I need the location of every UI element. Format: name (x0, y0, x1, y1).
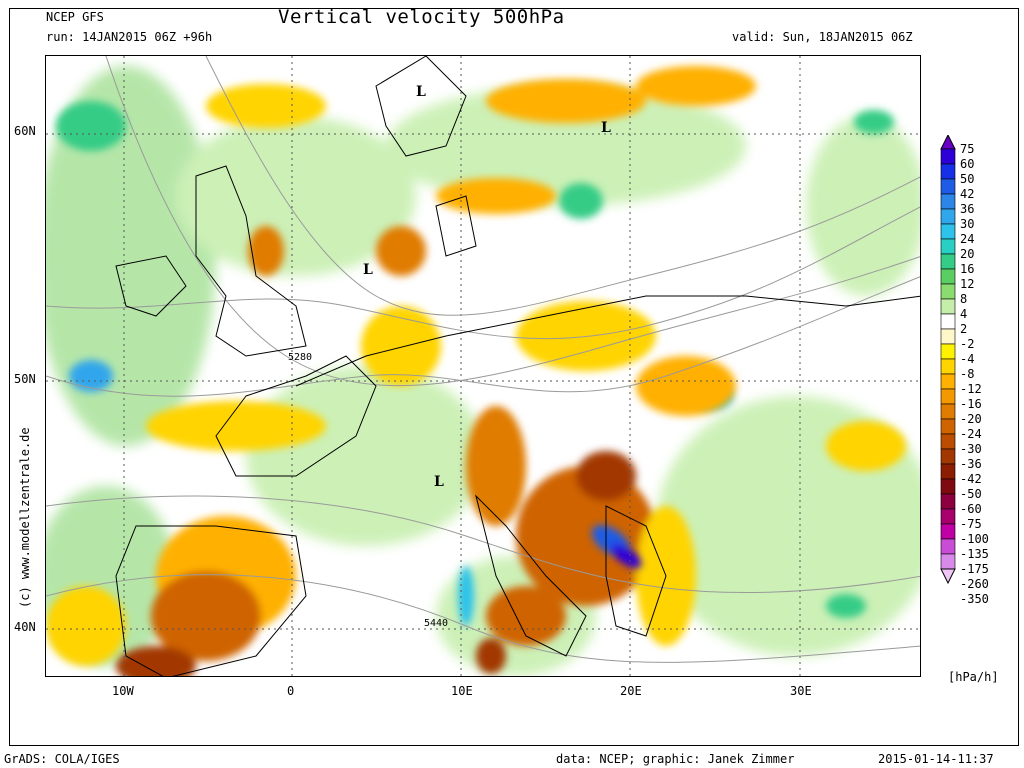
legend-arrow-bottom (940, 568, 956, 585)
chart-frame (9, 8, 1019, 746)
legend-value: -42 (960, 472, 982, 486)
legend-value: -135 (960, 547, 989, 561)
contour-label: 5280 (288, 352, 312, 363)
legend-swatch (940, 178, 956, 195)
legend-swatch (940, 313, 956, 330)
legend-swatch (940, 448, 956, 465)
legend-swatch (940, 148, 956, 165)
legend-swatch (940, 328, 956, 345)
legend-swatch (940, 538, 956, 555)
legend-swatch (940, 208, 956, 225)
legend-value: -30 (960, 442, 982, 456)
legend-arrow-top (940, 135, 956, 150)
lat-tick: 60N (14, 124, 36, 138)
legend-swatch (940, 508, 956, 525)
side-credit: (c) www.modellzentrale.de (18, 427, 32, 608)
legend-value: -24 (960, 427, 982, 441)
legend-value: -175 (960, 562, 989, 576)
legend-value: 30 (960, 217, 975, 231)
legend-value: 8 (960, 292, 968, 306)
lon-tick: 30E (790, 684, 812, 698)
legend-value: -260 (960, 577, 989, 591)
legend-unit: [hPa/h] (948, 670, 999, 684)
legend-value: 20 (960, 247, 975, 261)
legend-value: 4 (960, 307, 968, 321)
legend-swatch (940, 388, 956, 405)
legend-swatch (940, 253, 956, 270)
legend-swatch (940, 343, 956, 360)
legend-swatch (940, 523, 956, 540)
legend-value: -8 (960, 367, 975, 381)
contour-label: 5440 (424, 618, 448, 629)
legend-value: -75 (960, 517, 982, 531)
legend-swatch (940, 223, 956, 240)
legend-value: -16 (960, 397, 982, 411)
legend-swatch (940, 463, 956, 480)
run-label: run: 14JAN2015 06Z +96h (46, 30, 213, 44)
legend-value: 50 (960, 172, 975, 186)
legend-value: 75 (960, 142, 975, 156)
legend-value: 2 (960, 322, 968, 336)
legend-value: -2 (960, 337, 975, 351)
legend-value: -100 (960, 532, 989, 546)
map-panel: L L L L 5280 5440 (45, 55, 921, 677)
lon-tick: 10W (112, 684, 134, 698)
low-marker: L (416, 84, 426, 100)
footer-timestamp: 2015-01-14-11:37 (878, 752, 994, 766)
legend-swatch (940, 283, 956, 300)
legend-swatch (940, 493, 956, 510)
legend-value: -4 (960, 352, 975, 366)
legend-swatch (940, 403, 956, 420)
legend-value: 42 (960, 187, 975, 201)
legend-value: -36 (960, 457, 982, 471)
legend-swatch (940, 478, 956, 495)
legend-swatch (940, 238, 956, 255)
low-marker: L (434, 474, 444, 490)
footer-left: GrADS: COLA/IGES (4, 752, 120, 766)
valid-label: valid: Sun, 18JAN2015 06Z (732, 30, 913, 44)
lon-tick: 10E (451, 684, 473, 698)
lat-tick: 40N (14, 620, 36, 634)
legend-swatch (940, 433, 956, 450)
lon-tick: 0 (287, 684, 295, 698)
legend-swatch (940, 553, 956, 570)
low-marker: L (363, 262, 373, 278)
weather-map: L L L L 5280 5440 (46, 56, 920, 676)
lon-tick: 20E (620, 684, 642, 698)
legend-value: -20 (960, 412, 982, 426)
legend-swatch (940, 268, 956, 285)
model-label: NCEP GFS (46, 10, 104, 24)
low-marker: L (601, 120, 611, 136)
legend-swatch (940, 163, 956, 180)
legend-swatch (940, 193, 956, 210)
footer-credit: data: NCEP; graphic: Janek Zimmer (556, 752, 795, 766)
legend-swatch (940, 358, 956, 375)
legend-value: -350 (960, 592, 989, 606)
legend-value: 60 (960, 157, 975, 171)
legend-value: 24 (960, 232, 975, 246)
legend-value: -12 (960, 382, 982, 396)
legend-swatch (940, 298, 956, 315)
lat-tick: 50N (14, 372, 36, 386)
legend-swatch (940, 418, 956, 435)
color-legend-bar (940, 135, 956, 585)
legend-value: -50 (960, 487, 982, 501)
legend-swatch (940, 373, 956, 390)
legend-value: 36 (960, 202, 975, 216)
legend-value: 12 (960, 277, 975, 291)
legend-value: -60 (960, 502, 982, 516)
chart-title: Vertical velocity 500hPa (278, 6, 565, 28)
legend-value: 16 (960, 262, 975, 276)
